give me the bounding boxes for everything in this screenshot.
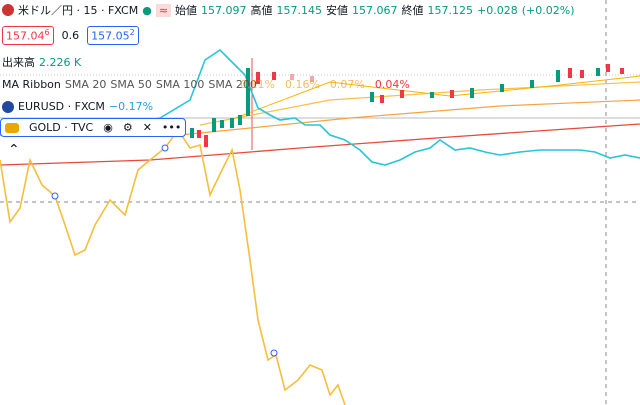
marker xyxy=(51,192,59,200)
compare-eurusd: EURUSD · FXCM −0.17% xyxy=(2,100,153,113)
volume-label: 出来高 xyxy=(2,56,35,69)
open-label: 始値 xyxy=(175,4,198,17)
flag-icon xyxy=(2,4,14,16)
marker xyxy=(161,144,169,152)
ma-ribbon: MA Ribbon SMA 20 SMA 50 SMA 100 SMA 200 xyxy=(2,78,257,91)
eye-icon[interactable]: ◉ xyxy=(103,121,113,134)
volume-value: 2.226 K xyxy=(39,55,82,69)
volume: 出来高 2.226 K xyxy=(2,54,81,70)
ma-param: SMA 100 xyxy=(155,78,205,91)
change: +0.028 xyxy=(477,3,518,17)
marker xyxy=(270,349,278,357)
quote: 157.046 0.6 157.052 xyxy=(2,26,139,45)
change-pct: (+0.02%) xyxy=(521,3,575,17)
spread: 0.6 xyxy=(61,28,80,42)
compare-gold[interactable]: GOLD · TVC ◉ ⚙ ✕ ••• xyxy=(0,118,187,137)
bid-price: 157.04 xyxy=(6,29,45,43)
high-label: 高値 xyxy=(250,4,273,17)
ma-pct: 0.11% xyxy=(240,78,275,91)
status-icon: ≈ xyxy=(155,3,172,17)
bid-pip: 6 xyxy=(44,28,50,37)
ma-param: SMA 200 xyxy=(208,78,257,91)
close-label: 終値 xyxy=(401,4,424,17)
flag-icon xyxy=(2,100,14,113)
candles xyxy=(190,64,624,147)
symbol[interactable]: 米ドル／円 · 15 · FXCM xyxy=(18,4,139,17)
compare-symbol: GOLD · TVC xyxy=(29,121,94,134)
collapse-icon[interactable]: ⌃ xyxy=(8,142,20,158)
header: 米ドル／円 · 15 · FXCM ● ≈ 始値 157.097 高値 157.14… xyxy=(2,2,575,18)
compare-change: −0.17% xyxy=(108,100,154,113)
settings-icon[interactable]: ⚙ xyxy=(122,121,133,134)
ma-overlay: 0.11% 0.16% 0.07% 0.04% xyxy=(240,78,410,91)
sma200-line xyxy=(0,123,640,166)
ma-param: SMA 50 xyxy=(110,78,152,91)
close-icon[interactable]: ✕ xyxy=(142,121,152,134)
ma-param: SMA 20 xyxy=(64,78,107,91)
low: 157.067 xyxy=(352,3,398,17)
ma-pct: 0.07% xyxy=(329,78,365,91)
gold-icon xyxy=(5,122,19,133)
compare-symbol[interactable]: EURUSD · FXCM xyxy=(18,100,105,113)
ma-name: MA Ribbon xyxy=(2,78,61,91)
open: 157.097 xyxy=(201,3,247,17)
high: 157.145 xyxy=(276,3,323,17)
close: 157.125 xyxy=(427,3,474,17)
sma100-line xyxy=(179,99,640,136)
bid[interactable]: 157.046 xyxy=(2,26,54,45)
ask-price: 157.05 xyxy=(91,29,130,43)
ma-pct: 0.04% xyxy=(374,78,410,91)
gold-line xyxy=(0,128,346,405)
ask-pip: 2 xyxy=(129,28,135,37)
status-dot: ● xyxy=(142,3,152,17)
eurusd-line xyxy=(0,48,640,166)
low-label: 安値 xyxy=(326,4,349,17)
more-icon[interactable]: ••• xyxy=(161,121,182,134)
ask[interactable]: 157.052 xyxy=(87,26,139,45)
ma-pct: 0.16% xyxy=(284,78,320,91)
